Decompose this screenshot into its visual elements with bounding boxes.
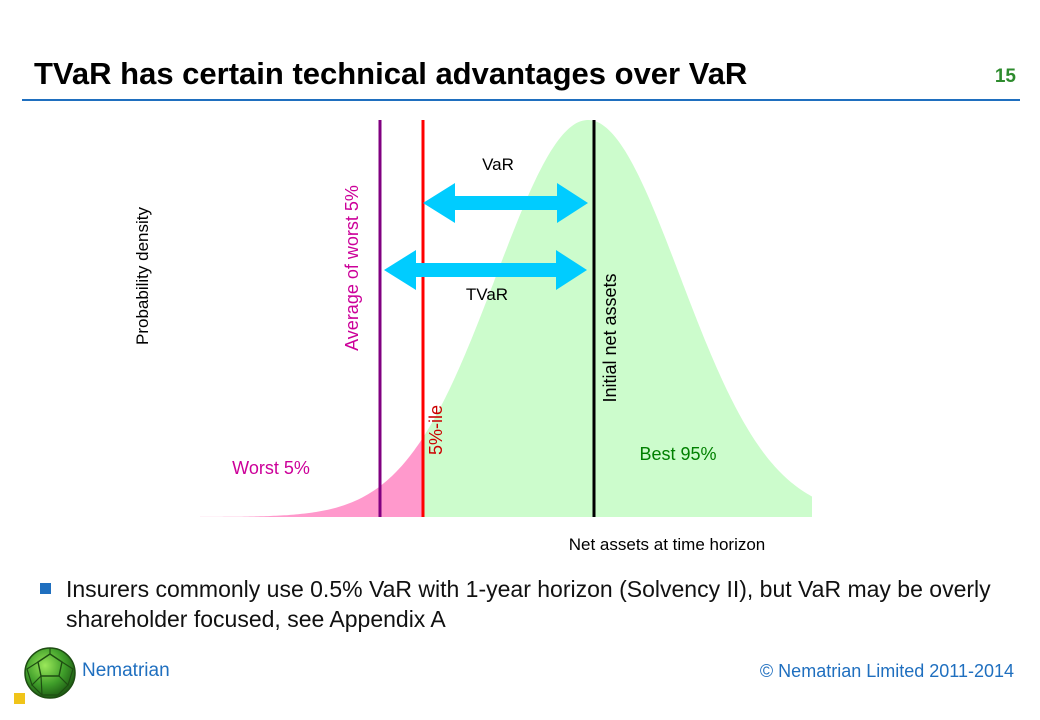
footer-brand[interactable]: Nematrian bbox=[82, 660, 170, 681]
bullet-point: Insurers commonly use 0.5% VaR with 1-ye… bbox=[40, 574, 1000, 634]
x-axis-label: Net assets at time horizon bbox=[569, 535, 766, 554]
worst-5-region bbox=[200, 437, 423, 517]
initial-assets-label: Initial net assets bbox=[600, 273, 620, 402]
slide-title: TVaR has certain technical advantages ov… bbox=[34, 56, 748, 91]
nematrian-logo bbox=[24, 647, 76, 699]
corner-square bbox=[14, 693, 25, 704]
worst-region-label: Worst 5% bbox=[232, 458, 310, 478]
var-label: VaR bbox=[482, 155, 514, 174]
title-rule bbox=[22, 99, 1020, 101]
slide-number: 15 bbox=[994, 66, 1016, 87]
best-region-label: Best 95% bbox=[639, 444, 716, 464]
tvar-arrow bbox=[384, 250, 587, 290]
var-arrow bbox=[423, 183, 588, 223]
percentile-label: 5%-ile bbox=[426, 405, 446, 455]
y-axis-label: Probability density bbox=[133, 207, 152, 345]
tvar-label: TVaR bbox=[466, 285, 508, 304]
bullet-text: Insurers commonly use 0.5% VaR with 1-ye… bbox=[66, 576, 991, 632]
best-95-region bbox=[423, 120, 812, 517]
bullet-marker bbox=[40, 583, 51, 594]
average-worst-label: Average of worst 5% bbox=[342, 185, 362, 351]
footer-copyright: © Nematrian Limited 2011-2014 bbox=[759, 661, 1014, 681]
